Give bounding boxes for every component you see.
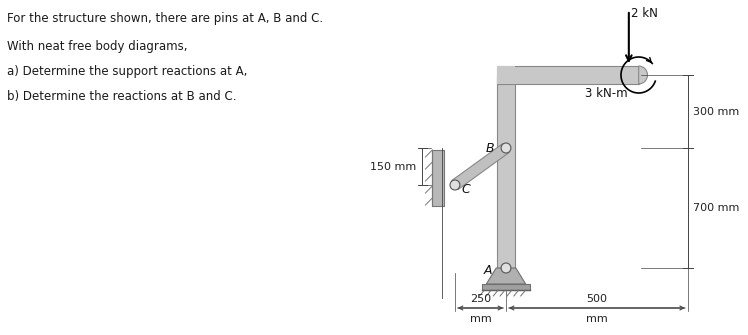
Text: 3 kN-m: 3 kN-m	[585, 86, 628, 99]
Text: 300 mm: 300 mm	[693, 107, 739, 117]
Text: 700 mm: 700 mm	[693, 203, 739, 213]
Polygon shape	[497, 75, 515, 268]
Polygon shape	[432, 150, 444, 206]
Text: b) Determine the reactions at B and C.: b) Determine the reactions at B and C.	[7, 90, 236, 103]
Text: C: C	[462, 183, 470, 196]
Circle shape	[501, 263, 511, 273]
Text: For the structure shown, there are pins at A, B and C.: For the structure shown, there are pins …	[7, 12, 323, 25]
Text: 500: 500	[586, 294, 607, 304]
Text: B: B	[485, 141, 494, 154]
Wedge shape	[639, 66, 648, 84]
Text: mm: mm	[470, 314, 491, 324]
Circle shape	[501, 143, 511, 153]
Text: 150 mm: 150 mm	[370, 161, 417, 172]
Text: 250: 250	[470, 294, 491, 304]
Text: 2 kN: 2 kN	[631, 7, 657, 20]
Polygon shape	[486, 268, 526, 284]
Polygon shape	[497, 66, 515, 84]
Text: a) Determine the support reactions at A,: a) Determine the support reactions at A,	[7, 65, 248, 78]
Text: With neat free body diagrams,: With neat free body diagrams,	[7, 40, 188, 53]
Polygon shape	[482, 284, 530, 290]
Circle shape	[450, 180, 460, 190]
Text: mm: mm	[586, 314, 608, 324]
Polygon shape	[497, 66, 639, 84]
Polygon shape	[452, 143, 509, 190]
Text: A: A	[484, 264, 492, 276]
